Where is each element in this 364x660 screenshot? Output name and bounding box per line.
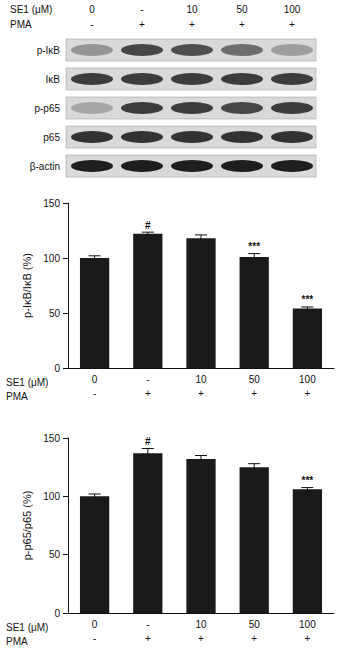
- svg-text:150: 150: [43, 433, 60, 444]
- svg-text:***: ***: [302, 294, 314, 305]
- svg-text:+: +: [145, 633, 151, 644]
- svg-text:#: #: [145, 436, 151, 447]
- svg-text:***: ***: [302, 475, 314, 486]
- svg-text:0: 0: [54, 608, 60, 619]
- svg-text:β-actin: β-actin: [30, 161, 60, 172]
- svg-text:+: +: [251, 388, 257, 399]
- svg-text:100: 100: [284, 4, 301, 15]
- svg-text:100: 100: [43, 491, 60, 502]
- svg-text:-: -: [93, 633, 96, 644]
- svg-text:0: 0: [92, 374, 98, 385]
- svg-text:150: 150: [43, 198, 60, 209]
- svg-text:PMA: PMA: [10, 19, 32, 30]
- svg-text:***: ***: [248, 241, 260, 252]
- svg-text:+: +: [304, 633, 310, 644]
- svg-text:50: 50: [236, 4, 248, 15]
- svg-text:+: +: [189, 19, 195, 30]
- svg-text:+: +: [304, 388, 310, 399]
- svg-text:-: -: [90, 19, 93, 30]
- svg-text:100: 100: [299, 619, 316, 630]
- svg-text:10: 10: [186, 4, 198, 15]
- svg-text:PMA: PMA: [6, 391, 28, 402]
- svg-text:SE1 (μM): SE1 (μM): [10, 4, 52, 15]
- svg-text:-: -: [146, 619, 149, 630]
- svg-text:0: 0: [89, 4, 95, 15]
- svg-text:#: #: [145, 220, 151, 231]
- svg-text:50: 50: [249, 374, 261, 385]
- svg-text:50: 50: [49, 308, 61, 319]
- svg-text:-: -: [146, 374, 149, 385]
- svg-text:0: 0: [92, 619, 98, 630]
- svg-text:IκB: IκB: [46, 74, 61, 85]
- svg-text:+: +: [198, 633, 204, 644]
- svg-text:50: 50: [49, 549, 61, 560]
- svg-text:p-IκB: p-IκB: [37, 45, 61, 56]
- svg-text:-: -: [140, 4, 143, 15]
- svg-text:+: +: [239, 19, 245, 30]
- svg-text:p-IκB/IκB (%): p-IκB/IκB (%): [21, 253, 33, 318]
- svg-text:-: -: [93, 388, 96, 399]
- svg-text:100: 100: [43, 253, 60, 264]
- svg-text:SE1 (μM): SE1 (μM): [6, 377, 48, 388]
- svg-text:100: 100: [299, 374, 316, 385]
- svg-text:p-p65: p-p65: [34, 103, 60, 114]
- svg-text:SE1 (μM): SE1 (μM): [6, 622, 48, 633]
- svg-text:+: +: [198, 388, 204, 399]
- svg-text:10: 10: [195, 619, 207, 630]
- svg-text:+: +: [139, 19, 145, 30]
- svg-text:p65: p65: [43, 132, 60, 143]
- svg-text:10: 10: [195, 374, 207, 385]
- svg-text:p-p65/p65 (%): p-p65/p65 (%): [21, 491, 33, 561]
- svg-text:0: 0: [54, 363, 60, 374]
- svg-text:PMA: PMA: [6, 636, 28, 647]
- svg-text:+: +: [251, 633, 257, 644]
- svg-text:+: +: [145, 388, 151, 399]
- svg-text:+: +: [289, 19, 295, 30]
- svg-text:50: 50: [249, 619, 261, 630]
